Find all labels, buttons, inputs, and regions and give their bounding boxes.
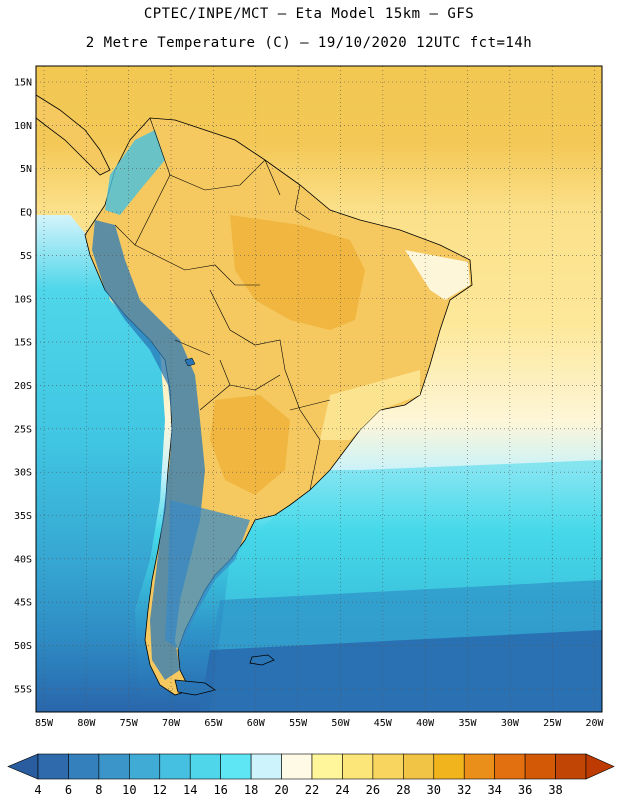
colorbar-swatch xyxy=(98,753,130,780)
colorbar-swatch xyxy=(524,753,556,780)
colorbar-swatch xyxy=(433,753,465,780)
colorbar-label: 34 xyxy=(487,783,501,797)
pacific-cool-zone xyxy=(36,215,165,712)
longitude-label: 35W xyxy=(458,718,477,729)
longitude-label: 50W xyxy=(331,718,350,729)
colorbar-label: 14 xyxy=(183,783,197,797)
colorbar-label: 30 xyxy=(427,783,441,797)
patagonia-cool xyxy=(165,500,250,650)
colorbar: 4 6 8 10 12 14 16 18 20 22 24 26 28 30 32 34 36 38 xyxy=(7,753,615,797)
longitude-label: 45W xyxy=(374,718,393,729)
colorbar-label: 22 xyxy=(305,783,319,797)
latitude-label: 50S xyxy=(14,641,32,652)
longitude-label: 80W xyxy=(77,718,96,729)
colorbar-high-arrow xyxy=(585,753,615,780)
colorbar-swatch xyxy=(37,753,69,780)
atlantic-colder-zone xyxy=(200,630,602,712)
colorbar-swatch xyxy=(220,753,252,780)
tierra-del-fuego xyxy=(174,679,216,696)
longitude-label: 55W xyxy=(289,718,308,729)
latitude-label: 15N xyxy=(14,78,32,89)
longitude-label: 40W xyxy=(416,718,435,729)
longitude-label: 25W xyxy=(543,718,562,729)
longitude-label: 85W xyxy=(35,718,54,729)
map-subtitle: 2 Metre Temperature (C) – 19/10/2020 12U… xyxy=(85,35,533,51)
north-andes-cold xyxy=(105,130,165,215)
colorbar-label: 8 xyxy=(95,783,102,797)
colorbar-swatch xyxy=(311,753,343,780)
country-borders xyxy=(114,117,331,491)
latitude-label: 20S xyxy=(14,381,32,392)
latitude-label: 5S xyxy=(20,251,32,262)
latitude-label: EQ xyxy=(20,208,32,219)
longitude-label: 75W xyxy=(120,718,139,729)
southeast-mild xyxy=(320,370,420,440)
colorbar-swatch xyxy=(494,753,526,780)
colorbar-label: 32 xyxy=(457,783,471,797)
latitude-labels: 15N 10N 5N EQ 5S 10S 15S 20S 25S 30S 35S 40S 45S 50S 5… xyxy=(14,78,32,696)
longitude-labels: 85W 80W 75W 70W 65W 60W 55W 50W 45W 40W 35W 30W 25W 2… xyxy=(35,718,605,729)
northeast-mild xyxy=(405,250,470,300)
latitude-label: 30S xyxy=(14,468,32,479)
latitude-label: 15S xyxy=(14,338,32,349)
latitude-label: 45S xyxy=(14,598,32,609)
latitude-label: 40S xyxy=(14,554,32,565)
colorbar-swatch xyxy=(463,753,495,780)
colorbar-swatch xyxy=(189,753,221,780)
longitude-label: 70W xyxy=(162,718,181,729)
colorbar-label: 6 xyxy=(65,783,72,797)
latitude-label: 25S xyxy=(14,424,32,435)
colorbar-label: 38 xyxy=(548,783,562,797)
hot-interior-chaco xyxy=(210,395,290,495)
central-america-land xyxy=(36,94,111,176)
colorbar-label: 16 xyxy=(213,783,227,797)
colorbar-swatch xyxy=(159,753,191,780)
hot-interior-brazil xyxy=(230,215,365,330)
colorbar-label: 18 xyxy=(244,783,258,797)
colorbar-label: 10 xyxy=(122,783,136,797)
map-title: CPTEC/INPE/MCT – Eta Model 15km – GFS xyxy=(143,6,475,22)
colorbar-label: 4 xyxy=(34,783,41,797)
longitude-label: 60W xyxy=(247,718,266,729)
colorbar-label: 28 xyxy=(396,783,410,797)
longitude-label: 30W xyxy=(501,718,520,729)
colorbar-swatch xyxy=(555,753,587,780)
latitude-label: 10N xyxy=(14,121,32,132)
map-frame xyxy=(35,65,603,713)
colorbar-label: 24 xyxy=(335,783,349,797)
latitude-label: 35S xyxy=(14,511,32,522)
colorbar-label: 20 xyxy=(274,783,288,797)
colorbar-swatch xyxy=(250,753,282,780)
latitude-label: 5N xyxy=(20,164,32,175)
latitude-label: 10S xyxy=(14,294,32,305)
colorbar-swatch xyxy=(372,753,404,780)
colorbar-swatch xyxy=(281,753,313,780)
lake-titicaca xyxy=(184,357,196,367)
colorbar-swatch xyxy=(403,753,435,780)
colorbar-swatch xyxy=(342,753,374,780)
colorbar-label: 26 xyxy=(366,783,380,797)
longitude-label: 65W xyxy=(204,718,223,729)
colorbar-label: 12 xyxy=(153,783,167,797)
colorbar-label: 36 xyxy=(518,783,532,797)
colorbar-swatch xyxy=(68,753,100,780)
latitude-label: 55S xyxy=(14,684,32,695)
colorbar-low-arrow xyxy=(7,753,39,780)
colorbar-swatch xyxy=(129,753,161,780)
longitude-label: 20W xyxy=(586,718,605,729)
